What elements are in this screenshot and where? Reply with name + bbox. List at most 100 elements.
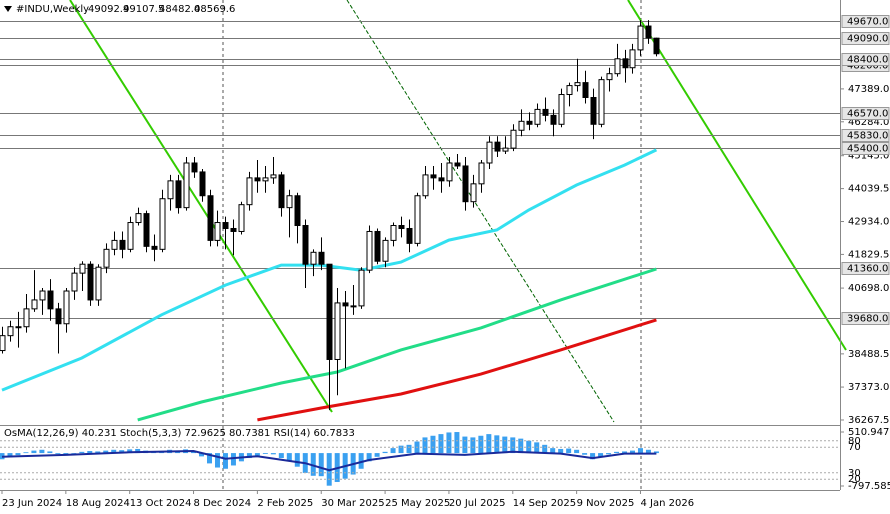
candle-body xyxy=(645,25,652,39)
osma-bar xyxy=(406,444,412,454)
y-tick-label: 46284.0 xyxy=(848,117,889,128)
candle-body xyxy=(486,141,493,164)
moving-average xyxy=(137,267,657,422)
osma-bar xyxy=(374,453,380,457)
osma-bar xyxy=(598,453,604,458)
ohlc-high: 49107.5 xyxy=(123,4,164,15)
candle-body xyxy=(286,195,293,209)
osma-bar xyxy=(111,449,117,454)
osma-bar xyxy=(207,453,213,464)
osma-bar xyxy=(566,448,572,454)
candle-body xyxy=(390,225,397,241)
candle-body xyxy=(207,195,214,241)
osma-bar xyxy=(127,449,133,454)
candle-body xyxy=(350,305,357,308)
osma-bar xyxy=(614,451,620,454)
candle-body xyxy=(438,177,445,182)
osma-bar xyxy=(510,437,516,454)
collapse-icon[interactable] xyxy=(4,6,12,12)
candle-body xyxy=(334,302,341,360)
ohlc-low: 48482.0 xyxy=(159,4,200,15)
candle-body xyxy=(629,49,636,69)
osma-bar xyxy=(382,451,388,454)
level-label: 45400.0 xyxy=(847,144,888,155)
candle-body xyxy=(358,269,365,307)
candle-body xyxy=(31,299,38,310)
osma-bar xyxy=(542,444,548,454)
candle-body xyxy=(542,108,549,116)
candle-body xyxy=(454,162,461,167)
candle-body xyxy=(143,213,150,247)
level-label-box xyxy=(841,129,890,142)
candle-body xyxy=(151,245,158,250)
x-tick-label: 13 Oct 2024 xyxy=(130,498,192,509)
osma-bar xyxy=(518,438,524,454)
candle-body xyxy=(534,108,541,125)
level-label-box xyxy=(841,262,890,275)
candle-body xyxy=(526,120,533,125)
osma-bar xyxy=(286,453,292,462)
candle-body xyxy=(159,198,166,250)
rsi-tick-label: 80 xyxy=(848,436,861,447)
osma-bar xyxy=(358,453,364,469)
candle-body xyxy=(310,251,317,265)
rsi-tick-label: 30 xyxy=(848,468,861,479)
osma-bar xyxy=(390,448,396,454)
osma-bar xyxy=(39,449,45,454)
candle-body xyxy=(254,177,261,182)
osma-bar xyxy=(558,448,564,454)
candle-body xyxy=(502,147,509,152)
x-tick-label: 30 Mar 2025 xyxy=(321,498,384,509)
level-label: 41360.0 xyxy=(847,264,888,275)
trend-line xyxy=(627,0,847,351)
osma-bar xyxy=(582,453,588,455)
candle-body xyxy=(79,263,86,274)
osma-bar xyxy=(606,453,612,455)
osma-bar xyxy=(446,432,452,454)
candle-body xyxy=(246,177,253,206)
candle-body xyxy=(63,290,70,325)
candle-body xyxy=(550,114,557,125)
osma-bar xyxy=(47,451,53,454)
y-tick-label: 38488.5 xyxy=(848,349,889,360)
osma-bar xyxy=(478,435,484,454)
osma-bar xyxy=(270,453,276,455)
level-label: 46570.0 xyxy=(847,109,888,120)
candle-body xyxy=(318,251,325,265)
candle-body xyxy=(183,162,190,209)
candle-body xyxy=(167,180,174,200)
osma-bar xyxy=(230,453,236,466)
candle-body xyxy=(135,213,142,224)
osma-bar xyxy=(318,453,324,477)
level-label-box xyxy=(841,32,890,45)
candle-body xyxy=(95,266,102,301)
y-tick-label: 36267.5 xyxy=(848,415,889,426)
osma-bar xyxy=(294,453,300,467)
y-tick-label: 45145.0 xyxy=(848,151,889,162)
level-label: 45830.0 xyxy=(847,131,888,142)
osma-tick-label: 510.947 xyxy=(848,427,889,438)
osma-bar xyxy=(534,442,540,454)
osma-bar xyxy=(254,453,260,456)
osma-bar xyxy=(135,448,141,454)
osma-bar xyxy=(494,435,500,454)
candle-body xyxy=(0,335,6,352)
osma-bar xyxy=(622,451,628,454)
candle-body xyxy=(470,183,477,203)
rsi-tick-label: 20 xyxy=(848,474,861,485)
x-tick-label: 20 Jul 2025 xyxy=(449,498,506,509)
candle-body xyxy=(510,129,517,149)
candle-body xyxy=(462,165,469,203)
candle-body xyxy=(606,73,613,81)
level-label: 49090.0 xyxy=(847,34,888,45)
candle-body xyxy=(590,96,597,125)
osma-bar xyxy=(87,451,93,454)
candle-body xyxy=(15,326,22,329)
osma-bar xyxy=(645,449,651,454)
candle-body xyxy=(175,180,182,209)
candle-body xyxy=(238,204,245,232)
osma-bar xyxy=(486,434,492,454)
osma-bar xyxy=(55,453,61,454)
y-tick-label: 44039.5 xyxy=(848,184,889,195)
candle-body xyxy=(47,290,54,310)
